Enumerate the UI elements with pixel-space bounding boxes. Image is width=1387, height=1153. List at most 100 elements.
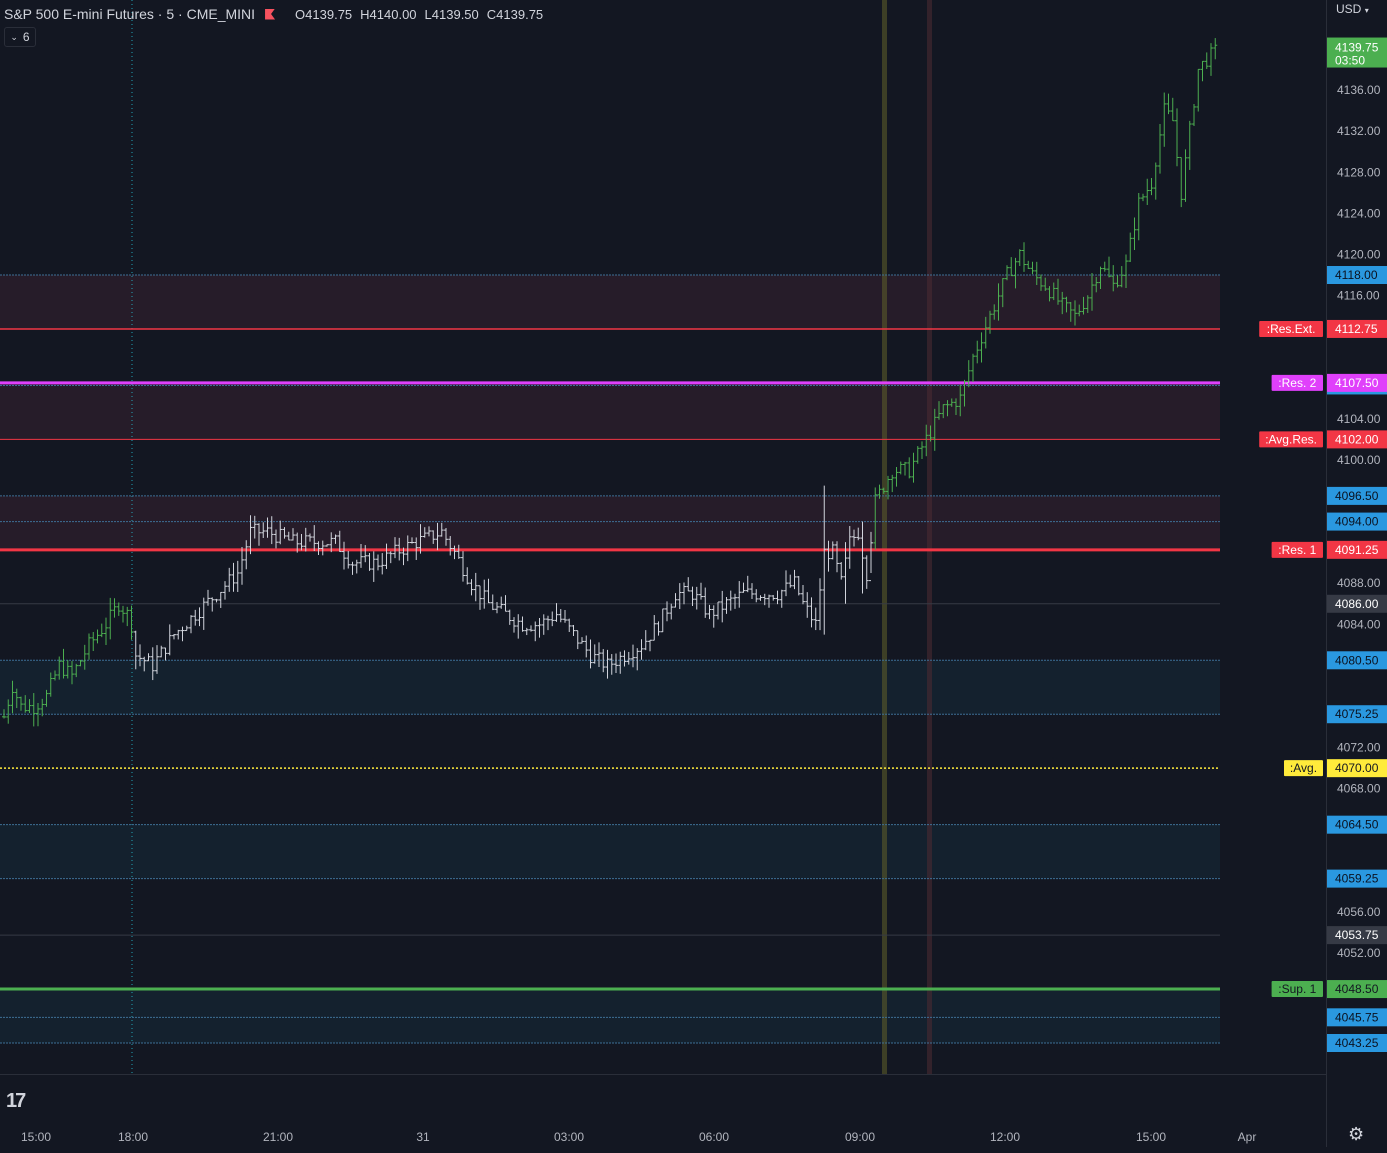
price-scale-axis[interactable]: 4136.00 4132.00 4128.00 4124.00 4120.00 4116.… [1327,0,1387,1147]
level-name-label: :Res. 2 [1278,376,1316,390]
ohlc-bar [694,586,699,610]
currency-selector[interactable]: USD ▾ [1336,2,1369,16]
ohlc-bar [975,340,980,364]
ohlc-bar [839,562,844,580]
time-tick: 12:00 [990,1130,1020,1144]
time-tick: 18:00 [118,1130,148,1144]
price-chart[interactable]: :Res.Ext.:Res. 2:Avg.Res.:Res. 1:Avg.:Su… [0,0,1326,1074]
ohlc-bar [456,544,461,559]
ohlc-bar [690,586,695,606]
session-marker [882,0,887,1074]
ohlc-bar [473,572,478,602]
ohlc-bar [116,602,121,616]
zone-price-label: 4080.50 [1327,651,1387,670]
ohlc-bar [520,616,525,632]
level-price-label-bg [1327,980,1387,999]
ohlc-bar [1073,300,1077,326]
ohlc-bar [1187,120,1192,170]
ohlc-bar [835,541,839,573]
symbol-title[interactable]: S&P 500 E-mini Futures · 5 · CME_MINI [4,6,256,22]
ohlc-bar [172,633,176,640]
ohlc-bar [1209,43,1213,76]
ohlc-bar [937,401,941,420]
ohlc-bar [605,649,610,679]
time-tick: 21:00 [263,1130,293,1144]
time-scale[interactable]: 15:00 18:00 21:00 31 03:00 06:00 09:00 12:00 15:… [0,1074,1326,1148]
level-price-label: 4091.25 [1327,540,1387,559]
ohlc-bar [227,567,232,592]
ohlc-bar [320,540,325,556]
symbol-legend: S&P 500 E-mini Futures · 5 · CME_MINI O4… [4,4,551,24]
price-tick: 4072.00 [1337,741,1381,755]
ohlc-bar [988,310,992,334]
price-tick: 4120.00 [1337,247,1381,261]
ohlc-bar [745,575,750,593]
ohlc-bar [1162,92,1167,147]
tradingview-logo[interactable]: 17 [6,1090,26,1112]
ohlc-bar [945,400,950,417]
zone-band [0,275,1220,329]
chart-area[interactable]: :Res.Ext.:Res. 2:Avg.Res.:Res. 1:Avg.:Su… [0,0,1326,1074]
zone-price-label-text: 4075.25 [1335,707,1379,721]
ohlc-bar [1111,265,1116,292]
price-tick: 4100.00 [1337,453,1381,467]
ohlc-bar [512,617,516,633]
ohlc-bar [104,617,108,645]
zone-price-label-bg [1327,486,1387,505]
ohlc-bar [1170,97,1175,122]
gear-icon[interactable]: ⚙ [1348,1124,1365,1144]
zone-price-label: 4096.50 [1327,486,1387,505]
ohlc-bar [622,650,627,667]
ohlc-bar [847,526,852,569]
ohlc-bar [495,601,499,614]
level-name-tag: :Sup. 1 [1271,981,1323,998]
ohlc-bar [312,525,317,551]
ohlc-bar [673,593,678,608]
ohlc-bar [359,544,363,568]
price-tick: 4136.00 [1337,83,1381,97]
time-tick: 09:00 [845,1130,875,1144]
ohlc-bar [465,567,470,585]
level-price-label-bg [1327,430,1387,449]
ohlc-bar [48,672,53,697]
ohlc-bar [329,532,334,553]
level-price-label-bg [1327,373,1387,392]
ohlc-bar [376,554,380,571]
countdown-text: 03:50 [1335,54,1365,68]
zone-price-label-text: 4043.25 [1335,1036,1379,1050]
ohlc-bar [903,461,907,476]
level-price-label-text: 4102.00 [1335,432,1379,446]
level-price-label-text: 4070.00 [1335,761,1379,775]
ohlc-bar [962,379,967,407]
ohlc-bar [1030,261,1035,275]
ohlc-bar [983,316,988,349]
ohlc-bar [529,625,533,632]
ohlc-bar [554,603,559,622]
ohlc-bar [435,522,440,551]
ohlc-bar [31,693,36,727]
ohlc-bar [218,591,223,608]
indicator-count: 6 [22,30,30,44]
ohlc-bar [966,360,971,388]
ohlc-bar [138,644,142,667]
ohlc-bar [91,631,96,651]
zone-price-label: 4059.25 [1327,869,1387,888]
ohlc-bar [2,709,6,719]
ohlc-bar [660,608,665,633]
price-scale[interactable]: 4136.00 4132.00 4128.00 4124.00 4120.00 4116.… [1326,0,1387,1147]
indicator-collapse-button[interactable]: ⌄ 6 [4,27,36,47]
ohlc-bar [210,597,215,612]
time-axis[interactable]: 15:00 18:00 21:00 31 03:00 06:00 09:00 12:00 15:… [0,1075,1326,1148]
flag-icon[interactable] [265,8,276,20]
ohlc-bar [1005,265,1009,281]
zone-price-label-bg [1327,651,1387,670]
ohlc-bar [614,653,618,674]
ohlc-bar [724,596,729,614]
ohlc-bar [478,585,482,610]
zone-price-label-text: 4059.25 [1335,872,1379,886]
zone-price-label-text: 4080.50 [1335,653,1379,667]
level-name-tag-bg [1259,431,1323,448]
ohlc-bar [74,663,79,678]
price-tick: 4084.00 [1337,617,1381,631]
level-price-label-text: 4112.75 [1335,322,1378,336]
